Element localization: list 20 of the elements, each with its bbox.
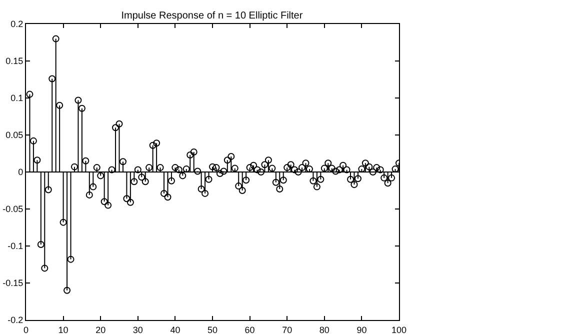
x-tick-label: 20 [96, 324, 106, 334]
x-tick-label: 60 [244, 324, 255, 334]
y-tick-label: -0.1 [8, 241, 24, 252]
y-tick-label: -0.05 [2, 204, 24, 214]
x-tick-label: 40 [170, 324, 180, 334]
y-tick-label: 0.15 [6, 56, 24, 66]
x-tick-label: 70 [282, 324, 292, 334]
x-tick-label: 100 [391, 324, 407, 334]
x-tick-label: 80 [319, 324, 330, 334]
y-tick-label: 0.1 [10, 93, 24, 104]
y-tick-label: 0 [18, 167, 24, 178]
y-tick-label: -0.15 [2, 278, 24, 288]
y-tick-label: -0.2 [8, 315, 24, 326]
x-tick-label: 90 [356, 324, 367, 334]
y-tick-label: 0.2 [10, 19, 24, 30]
x-tick-label: 50 [207, 324, 218, 334]
x-tick-label: 30 [132, 324, 143, 334]
x-tick-label: 10 [58, 324, 68, 334]
y-tick-label: 0.05 [6, 130, 24, 140]
chart-title: Impulse Response of n = 10 Elliptic Filter [121, 10, 304, 22]
